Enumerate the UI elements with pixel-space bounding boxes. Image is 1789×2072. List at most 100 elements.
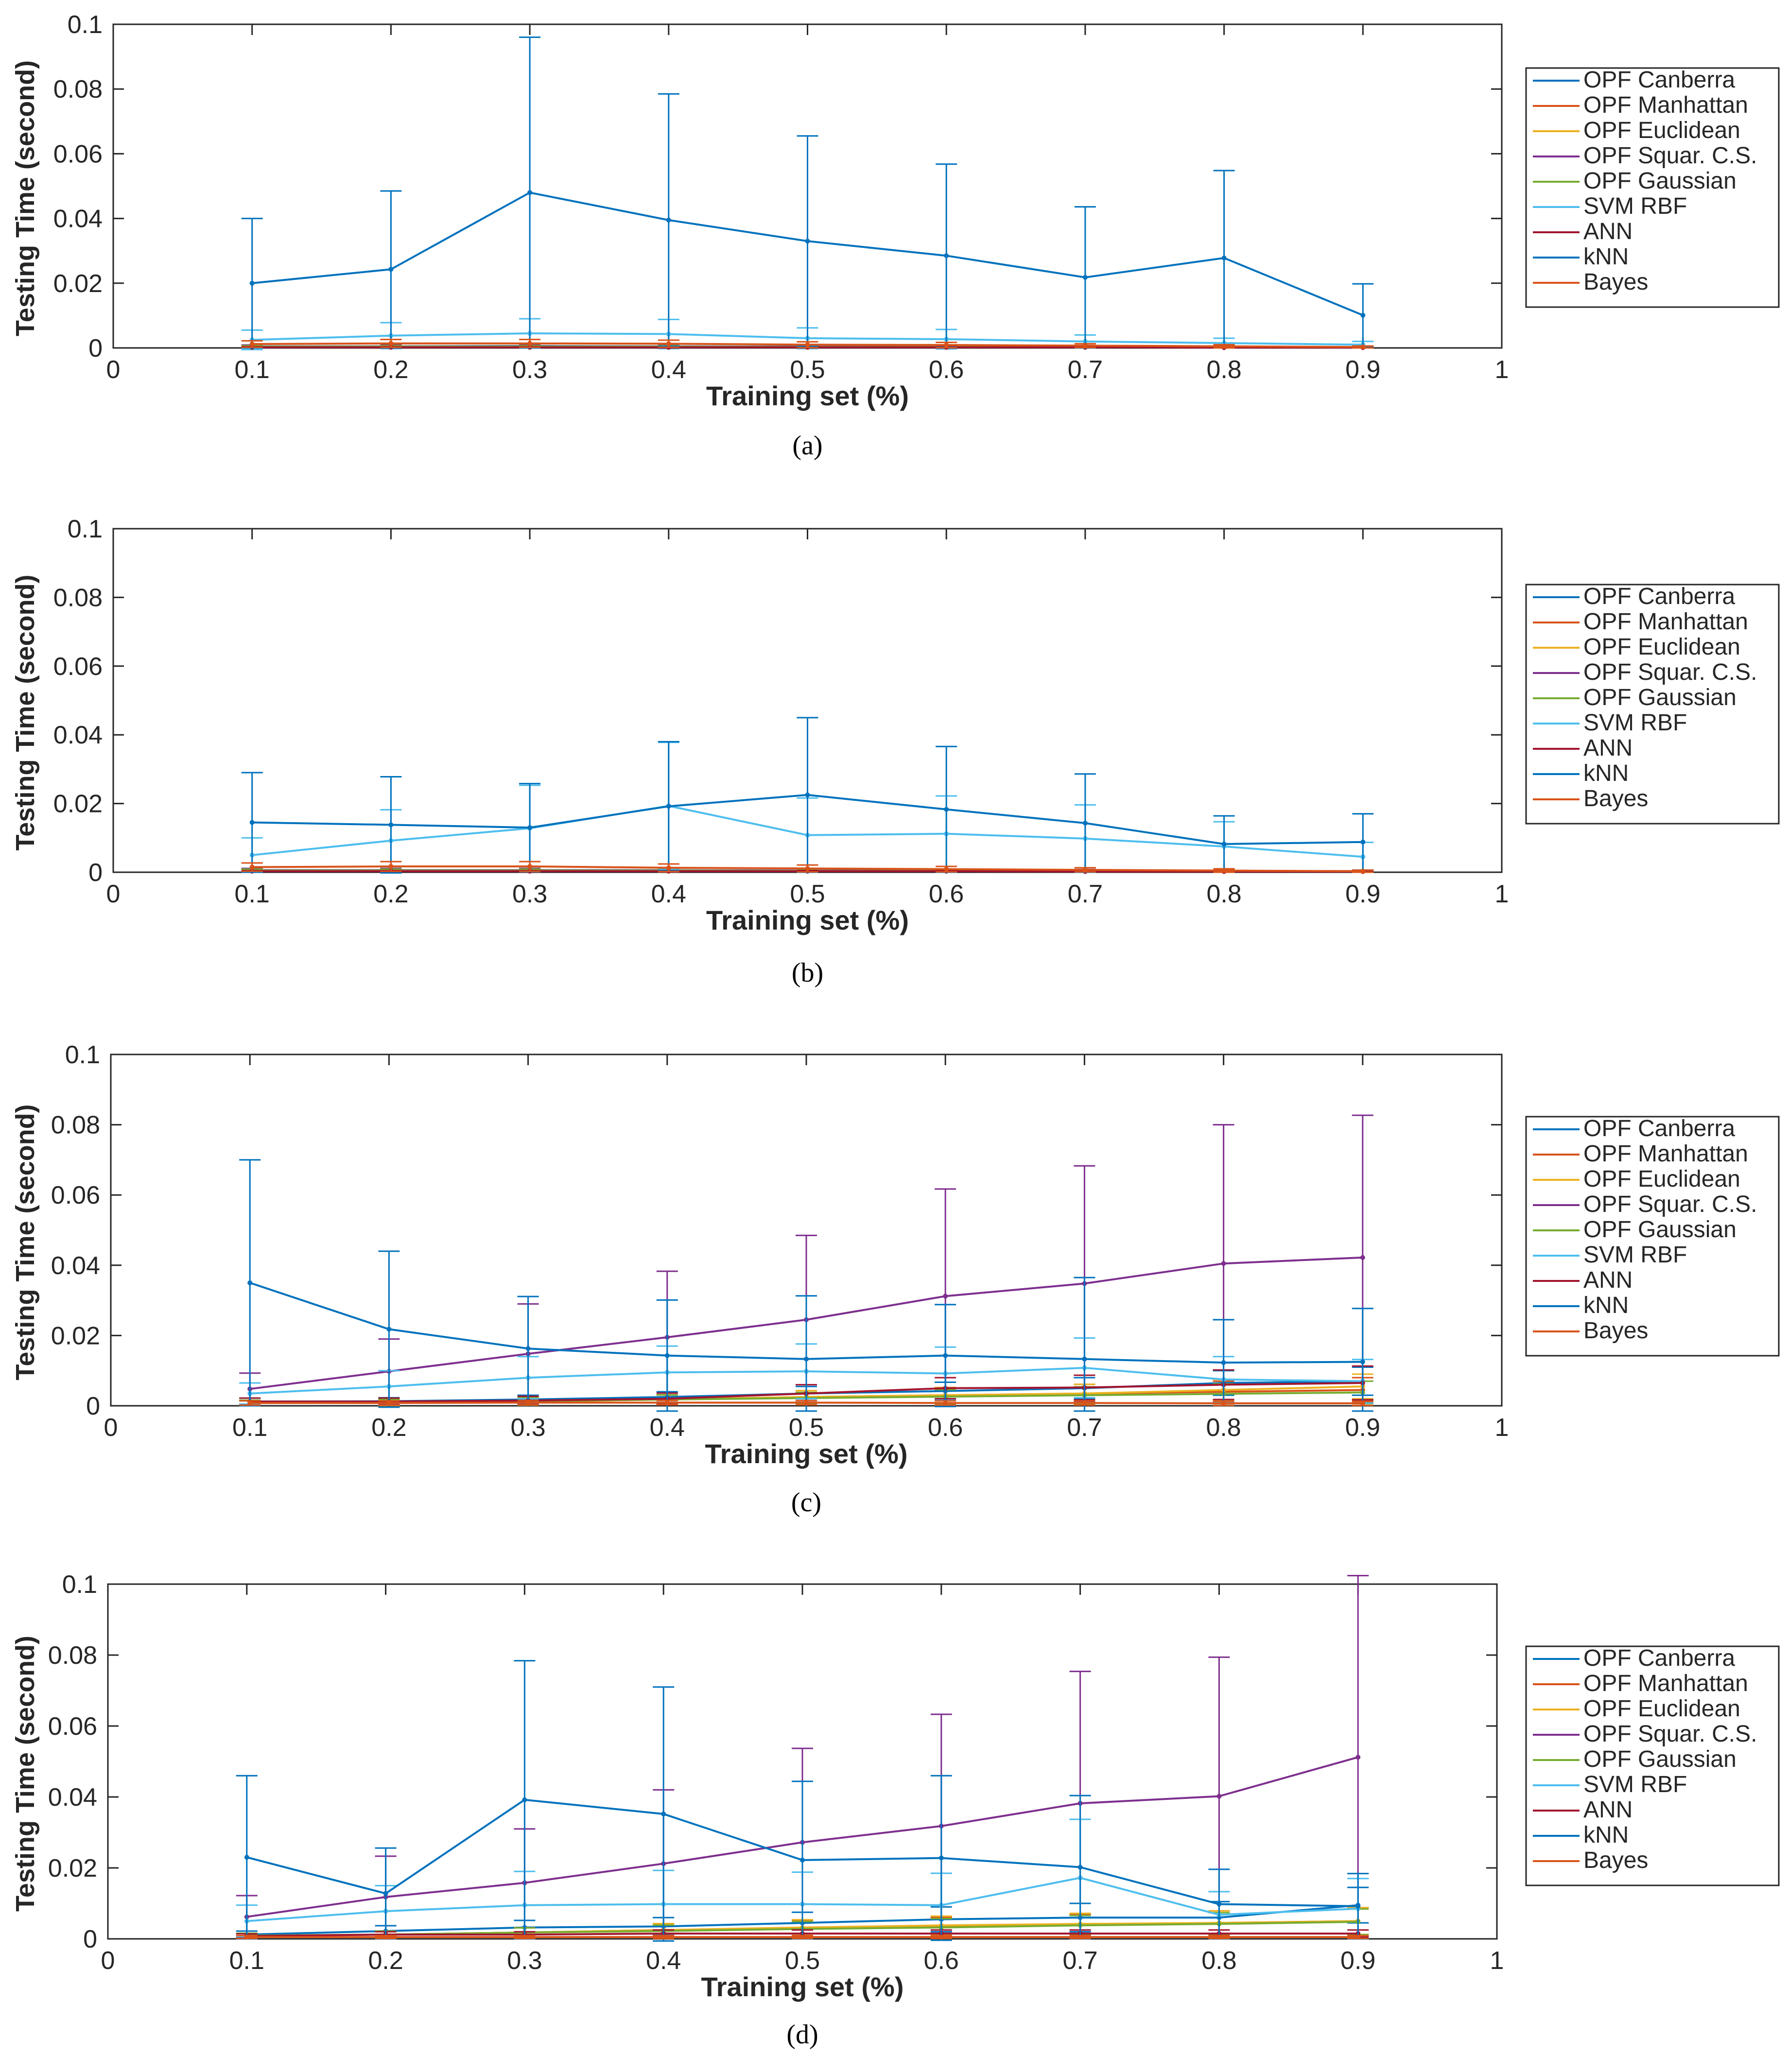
legend-label: OPF Canberra — [1583, 1116, 1735, 1141]
legend-label: OPF Euclidean — [1583, 1166, 1740, 1192]
legend-label: OPF Gaussian — [1583, 168, 1737, 194]
x-tick-label: 0.1 — [229, 1947, 264, 1975]
series-line — [252, 794, 1363, 846]
y-tick-label: 0.02 — [51, 1322, 100, 1350]
x-tick-label: 0.4 — [651, 880, 686, 908]
y-tick-label: 0 — [86, 1392, 100, 1420]
series-bayes — [241, 861, 1374, 874]
y-tick-label: 0.08 — [53, 75, 103, 104]
y-tick-label: 0.02 — [48, 1854, 97, 1882]
x-tick-label: 1 — [1495, 880, 1509, 908]
y-tick-label: 0.04 — [53, 205, 103, 233]
x-tick-label: 0.5 — [790, 356, 825, 384]
x-tick-label: 0.7 — [1068, 356, 1103, 384]
series-bayes — [236, 1934, 1369, 1940]
x-tick-label: 0.6 — [929, 880, 964, 908]
y-tick-label: 0.04 — [53, 721, 103, 749]
legend-box — [1525, 1116, 1780, 1357]
x-tick-label: 0.3 — [512, 880, 547, 908]
y-tick-label: 0 — [83, 1925, 97, 1953]
legend-label: OPF Squar. C.S. — [1583, 143, 1757, 169]
x-tick-label: 1 — [1490, 1947, 1504, 1975]
x-tick-label: 0.7 — [1067, 1414, 1102, 1442]
x-tick-label: 0.4 — [646, 1947, 681, 1975]
x-tick-label: 0.5 — [785, 1947, 820, 1975]
y-tick-label: 0.06 — [51, 1181, 100, 1209]
x-tick-label: 1 — [1495, 1414, 1509, 1442]
data-point — [1360, 345, 1366, 350]
x-axis-label: Training set (%) — [701, 1971, 904, 2002]
x-tick-label: 0.8 — [1206, 880, 1241, 908]
y-tick-label: 0.04 — [51, 1252, 100, 1280]
y-tick-label: 0.1 — [62, 1571, 97, 1599]
y-tick-label: 0.04 — [48, 1783, 97, 1812]
series-knn — [239, 1159, 1373, 1412]
y-tick-label: 0.02 — [53, 270, 103, 298]
chart-panel-a: 0 0.1 0.2 0.3 0.4 0.5 0.6 0.7 0.8 0.9 1 0 0.02 0.04 0.… — [11, 11, 1780, 461]
data-point — [1360, 839, 1366, 845]
x-tick-label: 0.5 — [789, 1414, 824, 1442]
x-tick-label: 0.9 — [1345, 356, 1380, 384]
y-tick-label: 0.08 — [53, 584, 103, 612]
x-tick-label: 0.8 — [1201, 1947, 1236, 1975]
legend-label: OPF Gaussian — [1583, 1746, 1737, 1772]
legend-label: OPF Manhattan — [1583, 609, 1748, 635]
legend-label: SVM RBF — [1583, 1242, 1687, 1268]
series-line — [246, 1798, 1358, 1907]
data-point — [249, 820, 255, 825]
legend-label: OPF Gaussian — [1583, 1217, 1737, 1243]
x-tick-label: 0 — [104, 1414, 118, 1442]
legend-label: OPF Squar. C.S. — [1583, 1721, 1757, 1747]
legend-box — [1525, 1645, 1780, 1886]
legend-label: OPF Canberra — [1583, 67, 1735, 93]
y-axis-label: Testing Time (second) — [11, 60, 40, 336]
legend-label: OPF Manhattan — [1583, 1141, 1748, 1167]
y-axis-label: Testing Time (second) — [11, 574, 40, 850]
x-tick-label: 0.3 — [512, 356, 547, 384]
y-axis-label: Testing Time (second) — [11, 1104, 40, 1380]
x-tick-label: 0 — [106, 356, 121, 384]
x-tick-label: 0.3 — [507, 1947, 542, 1975]
x-tick-label: 0.6 — [924, 1947, 959, 1975]
y-tick-label: 0.08 — [48, 1641, 97, 1670]
x-tick-label: 0.3 — [510, 1414, 545, 1442]
x-axis-label: Training set (%) — [705, 1438, 908, 1469]
x-tick-label: 0.1 — [235, 356, 270, 384]
series-knn — [241, 717, 1374, 874]
x-tick-label: 0.6 — [928, 1414, 963, 1442]
y-tick-label: 0.08 — [51, 1111, 100, 1140]
x-tick-label: 0.7 — [1068, 880, 1103, 908]
legend-label: kNN — [1583, 760, 1629, 786]
legend-label: OPF Manhattan — [1583, 92, 1748, 118]
x-tick-label: 0.2 — [373, 880, 408, 908]
legend-label: OPF Canberra — [1583, 1645, 1735, 1671]
legend-label: SVM RBF — [1583, 193, 1687, 219]
y-tick-label: 0.06 — [53, 653, 103, 681]
legend-label: kNN — [1583, 1293, 1629, 1318]
legend-label: Bayes — [1583, 1318, 1648, 1344]
series-line — [252, 342, 1363, 348]
legend-label: kNN — [1583, 244, 1629, 270]
panel-caption: (d) — [786, 2020, 818, 2050]
legend-label: ANN — [1583, 1267, 1633, 1293]
x-tick-label: 0 — [106, 880, 121, 908]
legend-box — [1525, 584, 1780, 825]
x-tick-label: 0.5 — [790, 880, 825, 908]
legend-label: ANN — [1583, 1797, 1633, 1823]
y-tick-label: 0 — [88, 334, 103, 363]
legend-box — [1525, 67, 1780, 308]
series-line — [252, 191, 1364, 316]
x-tick-label: 0.7 — [1062, 1947, 1097, 1975]
x-tick-label: 0.9 — [1345, 1414, 1380, 1442]
y-axis-label: Testing Time (second) — [11, 1636, 40, 1912]
y-tick-label: 0.02 — [53, 790, 103, 818]
legend-label: OPF Euclidean — [1583, 118, 1740, 143]
y-tick-label: 0.06 — [48, 1712, 97, 1741]
panel-caption: (c) — [791, 1487, 821, 1518]
x-tick-label: 0.9 — [1340, 1947, 1375, 1975]
x-tick-label: 1 — [1495, 356, 1509, 384]
x-tick-label: 0.8 — [1206, 1414, 1241, 1442]
